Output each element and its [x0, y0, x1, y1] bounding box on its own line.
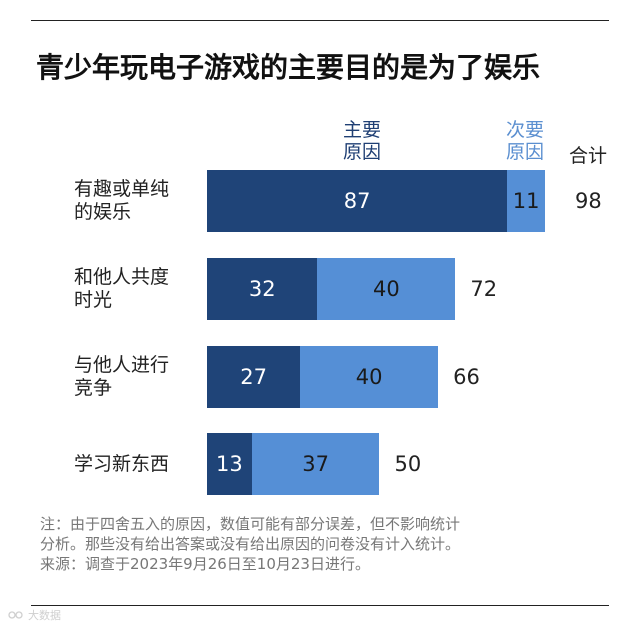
bar-segment-primary: 27: [207, 346, 301, 408]
bar-value-label: 32: [248, 277, 276, 301]
link-logo-icon: [8, 611, 23, 619]
watermark: 大数据: [8, 605, 118, 625]
category-label-line: 与他人进行: [74, 354, 170, 376]
category-label-line: 时光: [74, 289, 113, 311]
chart-notes: 注：由于四舍五入的原因，数值可能有部分误差，但不影响统计 分析。那些没有给出答案…: [40, 514, 610, 574]
legend-secondary-line: 次要: [505, 119, 544, 141]
category-label-line: 和他人共度: [74, 266, 170, 288]
chart-title: 青少年玩电子游戏的主要目的是为了娱乐: [36, 51, 541, 84]
bar-segment-secondary: 40: [300, 346, 439, 408]
legend-primary-line: 主要: [342, 119, 381, 141]
total-value: 50: [394, 452, 422, 476]
category-label: 学习新东西: [74, 453, 204, 476]
bar-segment-secondary: 11: [507, 170, 546, 232]
category-label-line: 的娱乐: [74, 201, 132, 223]
category-label: 有趣或单纯 的娱乐: [74, 178, 204, 224]
bar-segment-primary: 13: [207, 433, 252, 495]
bar-value-label: 37: [302, 452, 330, 476]
top-rule: [31, 20, 609, 21]
watermark-text: 大数据: [28, 609, 61, 622]
bottom-rule: [31, 605, 609, 606]
total-value: 66: [453, 365, 480, 389]
bar-value-label: 13: [216, 452, 243, 476]
total-value: 72: [470, 277, 498, 301]
note-line: 注：由于四舍五入的原因，数值可能有部分误差，但不影响统计: [40, 515, 461, 533]
legend-primary: 主要 原因: [332, 119, 392, 163]
bar-value-label: 11: [512, 189, 540, 213]
bar-value-label: 87: [343, 189, 371, 213]
legend-secondary-line: 原因: [505, 141, 544, 163]
bar-value-label: 40: [355, 365, 383, 389]
category-label-line: 有趣或单纯: [74, 178, 170, 200]
bar-segment-primary: 32: [207, 258, 318, 320]
category-label: 与他人进行 竞争: [74, 354, 204, 400]
category-label-line: 学习新东西: [74, 452, 170, 475]
legend-primary-line: 原因: [342, 141, 381, 163]
source-line: 来源：调查于2023年9月26日至10月23日进行。: [40, 555, 370, 573]
category-label-line: 竞争: [74, 377, 113, 399]
bar-segment-secondary: 37: [251, 433, 380, 495]
bar-segment-primary: 87: [207, 170, 508, 232]
bar-segment-secondary: 40: [317, 258, 456, 320]
category-label: 和他人共度 时光: [74, 266, 204, 312]
legend-secondary: 次要 原因: [495, 119, 555, 163]
total-value: 98: [575, 189, 602, 213]
bar-value-label: 27: [240, 365, 267, 389]
note-line: 分析。那些没有给出答案或没有给出原因的问卷没有计入统计。: [40, 535, 461, 553]
bar-value-label: 40: [373, 277, 400, 301]
legend-total: 合计: [568, 145, 607, 167]
